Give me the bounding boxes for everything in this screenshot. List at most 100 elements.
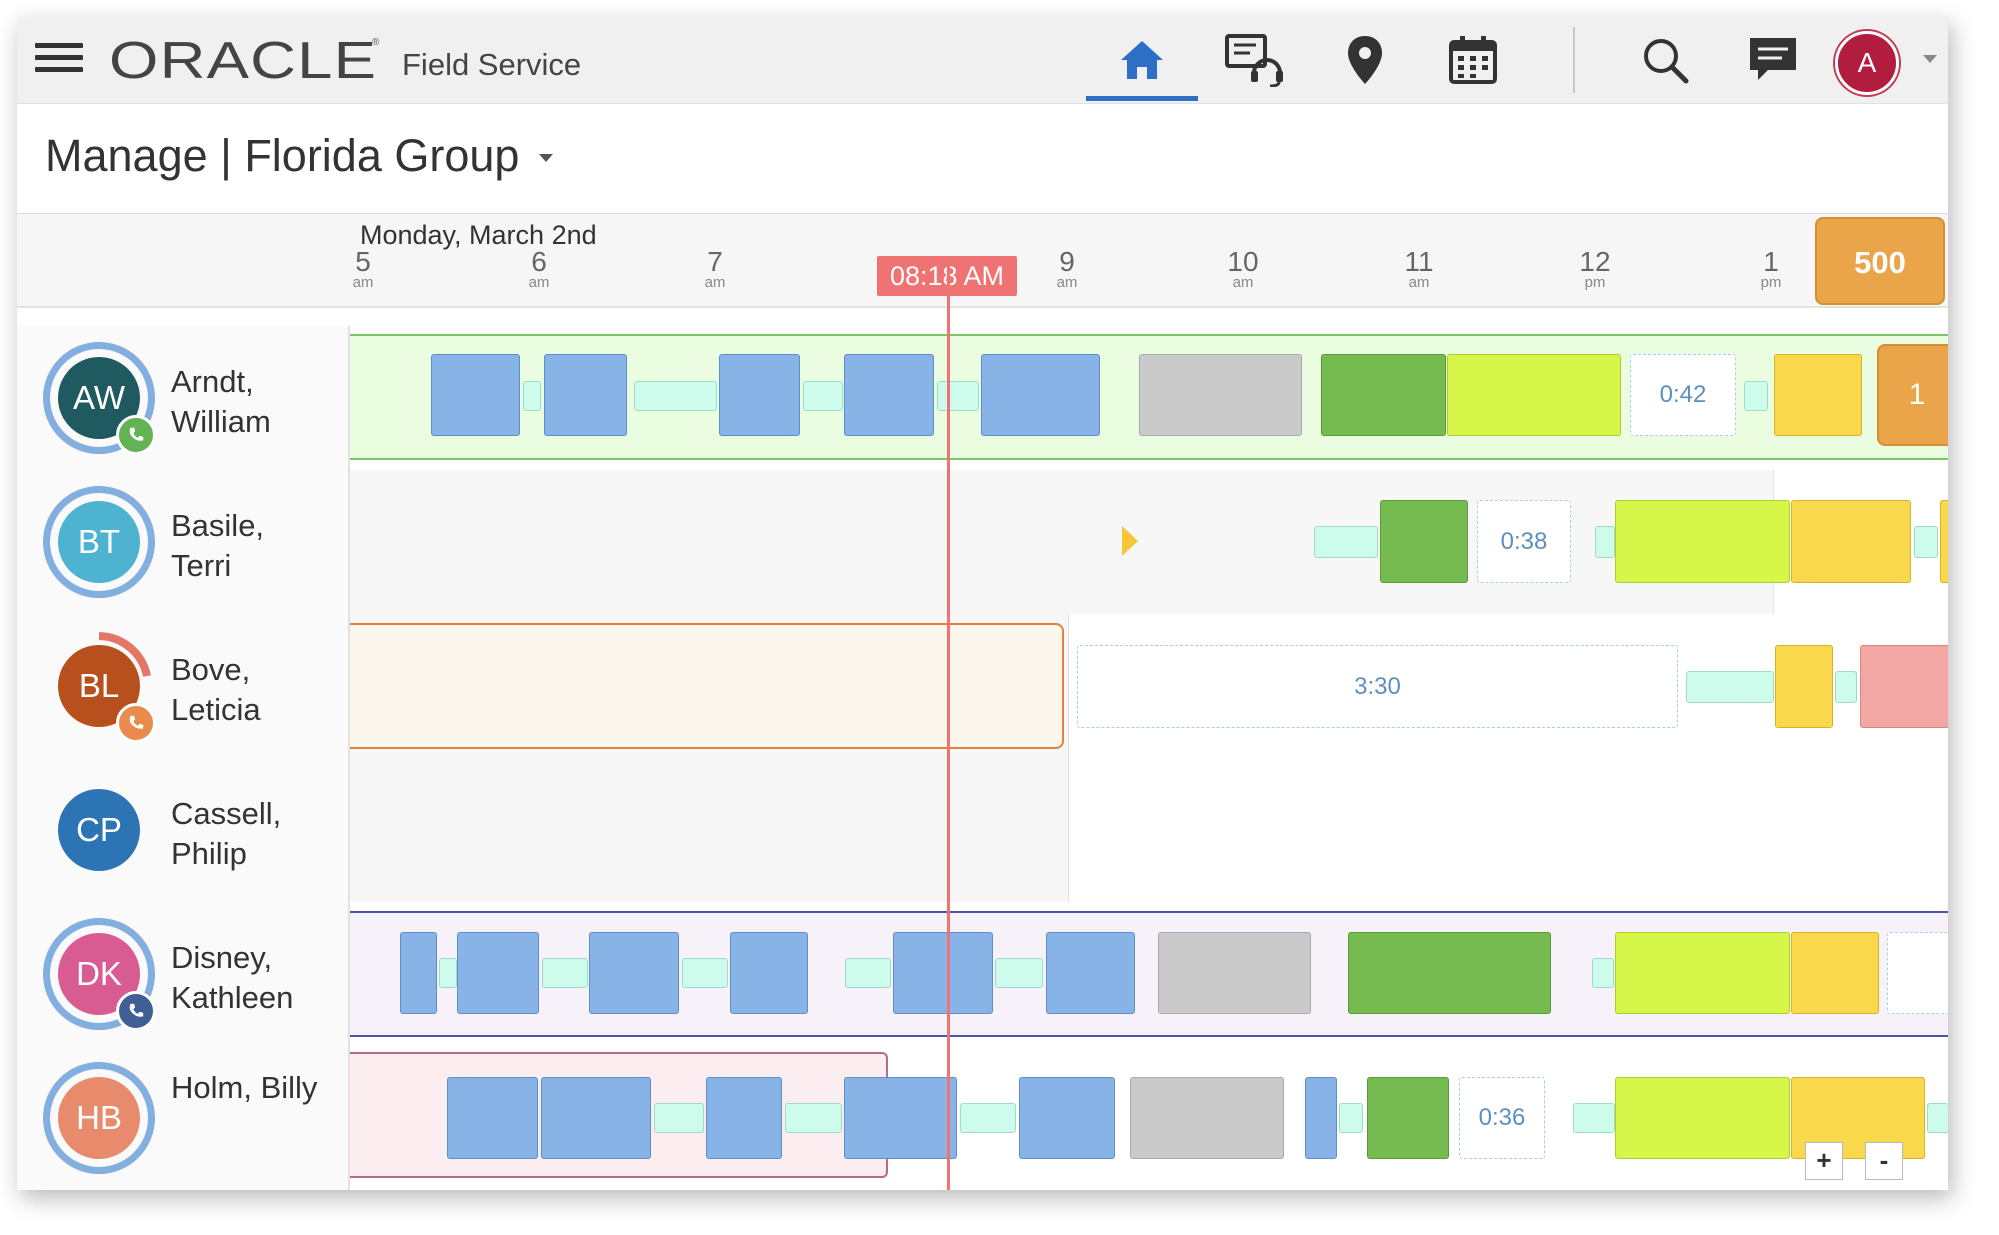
resource-info[interactable]: HB Holm, Billy (17, 1046, 350, 1190)
travel-segment (995, 958, 1043, 988)
activity-scheduled[interactable] (981, 354, 1100, 436)
dispatch-console-icon[interactable] (1224, 34, 1284, 87)
activity-completed[interactable] (1367, 1077, 1449, 1159)
travel-segment (1339, 1103, 1363, 1133)
page-title[interactable]: Manage | Florida Group (45, 130, 520, 181)
resource-timeline: 3:30 (350, 614, 1948, 758)
idle-gap: 3:30 (1077, 645, 1678, 728)
app-name: Field Service (402, 47, 582, 82)
resource-info[interactable]: BT Basile, Terri (17, 470, 350, 614)
activity-scheduled[interactable] (457, 932, 539, 1014)
activity-canceled[interactable] (1158, 932, 1311, 1014)
travel-segment (1914, 526, 1938, 558)
top-bar: ORACLE ® Field Service (17, 17, 1948, 104)
progress-arc (98, 632, 151, 677)
activity-scheduled[interactable] (541, 1077, 651, 1159)
resource-row: AW Arndt, William 0:42 1 (17, 326, 1948, 472)
toolbar-divider (1573, 27, 1575, 93)
app-window: ORACLE ® Field Service (17, 17, 1948, 1190)
activity-completed[interactable] (1321, 354, 1446, 436)
zoom-in-button[interactable]: + (1805, 1142, 1843, 1180)
non-working-activity[interactable] (350, 623, 1064, 749)
activity-scheduled[interactable] (893, 932, 993, 1014)
activity-started[interactable] (1447, 354, 1621, 436)
activity-scheduled[interactable] (730, 932, 808, 1014)
activity-scheduled[interactable] (706, 1077, 782, 1159)
resource-info[interactable]: BL Bove, Leticia (17, 614, 350, 758)
status-ring (43, 1062, 155, 1174)
zoom-out-button[interactable]: - (1865, 1142, 1903, 1180)
activity-scheduled[interactable] (431, 354, 520, 436)
page-header: Manage | Florida Group (17, 104, 1948, 214)
activity-completed[interactable] (1348, 932, 1551, 1014)
idle-gap: 0:38 (1477, 500, 1571, 583)
activity-completed[interactable] (1380, 500, 1468, 583)
phone-icon[interactable] (116, 991, 156, 1031)
activity-pending[interactable] (1940, 500, 1948, 583)
phone-icon[interactable] (116, 703, 156, 743)
hour-tick: 10 am (1227, 246, 1259, 291)
activity-scheduled[interactable] (1046, 932, 1135, 1014)
chat-icon[interactable] (1743, 35, 1803, 85)
travel-segment (1686, 671, 1774, 703)
hamburger-menu-icon[interactable] (35, 43, 83, 77)
activity-started[interactable] (1615, 932, 1790, 1014)
resource-name: Arndt, William (171, 364, 271, 439)
play-marker-icon (1122, 526, 1138, 556)
hour-tick: 9 am (1056, 246, 1078, 291)
activity-pending[interactable] (1791, 932, 1879, 1014)
home-icon[interactable] (1112, 35, 1172, 85)
status-ring (43, 486, 155, 598)
activity-scheduled[interactable] (1305, 1077, 1337, 1159)
resource-row: HB Holm, Billy 0:36 (17, 1046, 1948, 1190)
activity-scheduled[interactable] (447, 1077, 538, 1159)
resource-row: DK Disney, Kathleen (17, 902, 1948, 1048)
travel-segment (937, 381, 979, 411)
activity-pending[interactable] (1774, 354, 1862, 436)
activity-scheduled[interactable] (844, 1077, 957, 1159)
resource-initials: CP (58, 789, 140, 871)
search-icon[interactable] (1635, 35, 1695, 85)
resource-row: BL Bove, Leticia 3:30 (17, 614, 1948, 760)
activity-overdue[interactable] (1860, 645, 1948, 728)
group-dropdown-caret-icon[interactable] (539, 154, 553, 162)
travel-segment (803, 381, 843, 411)
travel-segment (542, 958, 588, 988)
hour-tick: 7 am (704, 246, 726, 291)
travel-segment (960, 1103, 1016, 1133)
activity-scheduled[interactable] (589, 932, 679, 1014)
map-pin-icon[interactable] (1335, 35, 1395, 85)
unscheduled-count-badge[interactable]: 500 (1815, 217, 1945, 305)
activity-scheduled[interactable] (844, 354, 934, 436)
calendar-icon[interactable] (1443, 35, 1503, 85)
resource-info[interactable]: AW Arndt, William (17, 326, 350, 470)
resource-initials: DK (58, 933, 140, 1015)
activity-scheduled[interactable] (544, 354, 627, 436)
resource-info[interactable]: CP Cassell, Philip (17, 758, 350, 902)
travel-segment (1927, 1103, 1948, 1133)
timeline-date: Monday, March 2nd (360, 220, 597, 250)
travel-segment (1595, 526, 1615, 558)
idle-gap: 0:42 (1630, 354, 1736, 436)
user-avatar[interactable]: A (1835, 31, 1899, 95)
activity-scheduled[interactable] (719, 354, 800, 436)
activity-pending[interactable] (1775, 645, 1833, 728)
resource-info[interactable]: DK Disney, Kathleen (17, 902, 350, 1046)
resource-name: Holm, Billy (171, 1070, 318, 1105)
resource-name: Bove, Leticia (171, 652, 261, 727)
resource-timeline (350, 758, 1948, 902)
activity-canceled[interactable] (1139, 354, 1302, 436)
travel-segment (845, 958, 891, 988)
activity-scheduled[interactable] (1019, 1077, 1115, 1159)
activity-started[interactable] (1615, 500, 1790, 583)
idle-gap (1887, 932, 1948, 1014)
activity-canceled[interactable] (1130, 1077, 1284, 1159)
off-shift-region (350, 758, 1069, 902)
resource-name: Basile, Terri (171, 508, 265, 583)
activity-scheduled[interactable] (400, 932, 437, 1014)
activity-started[interactable] (1615, 1077, 1790, 1159)
user-menu-caret-icon[interactable] (1923, 55, 1937, 63)
activity-pending[interactable] (1791, 500, 1911, 583)
resource-unscheduled-badge[interactable]: 1 (1877, 344, 1948, 446)
phone-icon[interactable] (116, 415, 156, 455)
